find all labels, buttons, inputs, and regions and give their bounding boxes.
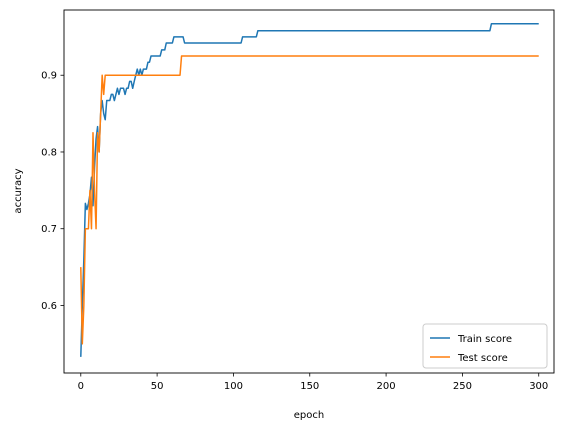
legend-label-train: Train score (457, 334, 512, 345)
x-tick-label: 300 (529, 381, 548, 392)
plot-frame (63, 9, 555, 374)
y-tick-label: 0.8 (41, 147, 57, 158)
series-layer (80, 23, 539, 357)
x-tick-label: 0 (78, 381, 84, 392)
x-tick-label: 150 (300, 381, 319, 392)
legend: Train score Test score (422, 323, 548, 369)
plot-area (64, 10, 554, 373)
y-tick-label: 0.6 (41, 301, 57, 312)
y-axis: 0.6 0.7 0.8 0.9 (41, 71, 64, 312)
y-tick-label: 0.9 (41, 71, 57, 82)
legend-label-test: Test score (457, 353, 508, 364)
x-tick-label: 50 (151, 381, 164, 392)
legend-box (422, 323, 548, 369)
x-tick-label: 200 (377, 381, 396, 392)
x-tick-label: 100 (224, 381, 243, 392)
x-tick-label: 250 (453, 381, 472, 392)
series-line-test (80, 55, 539, 345)
y-tick-label: 0.7 (41, 224, 57, 235)
x-axis-label: epoch (294, 410, 324, 421)
x-axis: 0 50 100 150 200 250 300 (78, 373, 548, 392)
series-line-train (80, 23, 539, 357)
y-axis-label: accuracy (13, 168, 24, 213)
